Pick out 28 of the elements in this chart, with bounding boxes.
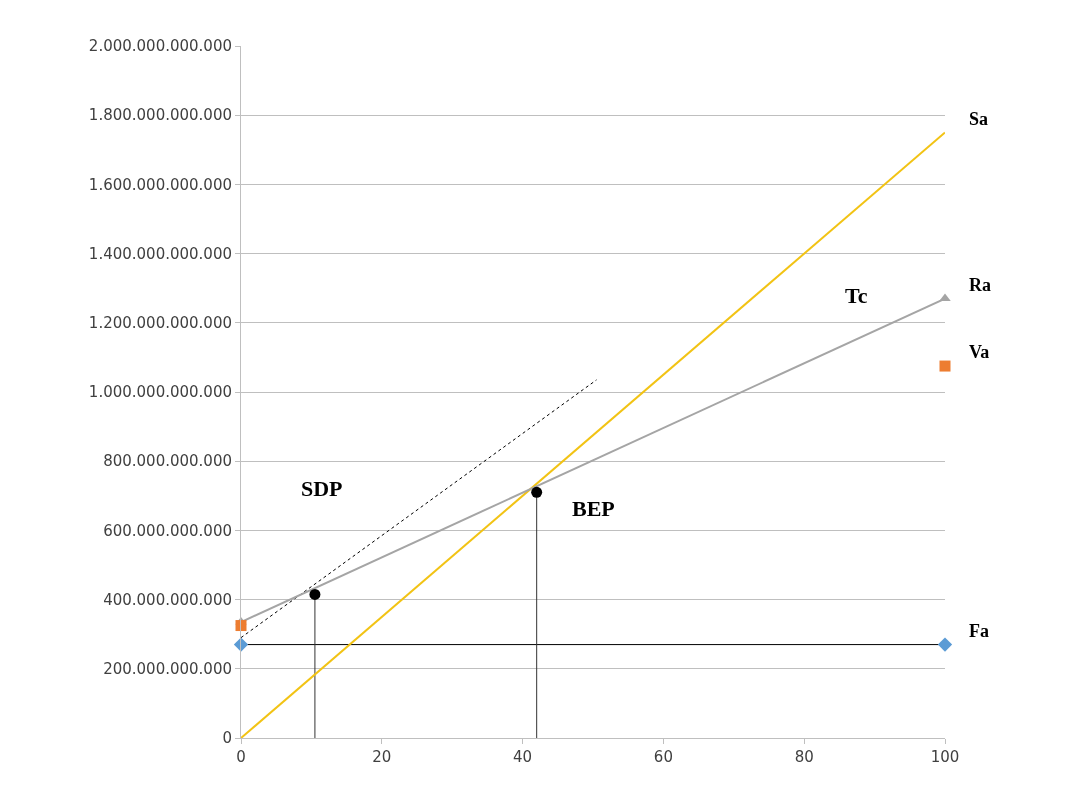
y-tick-label: 1.000.000.000.000: [88, 383, 232, 402]
series-label: Va: [969, 342, 990, 362]
x-tick-label: 100: [930, 748, 960, 766]
y-tick-label: 200.000.000.000: [103, 660, 232, 679]
annotation: Tc: [845, 283, 868, 308]
x-tick-label: 20: [372, 748, 392, 766]
y-tick-label: 800.000.000.000: [103, 452, 232, 471]
point: [531, 486, 543, 498]
y-tick-label: 1.400.000.000.000: [88, 244, 232, 263]
annotation: SDP: [301, 476, 343, 501]
y-tick-label: 1.600.000.000.000: [88, 175, 232, 194]
x-tick-label: 40: [513, 748, 533, 766]
y-tick-label: 2.000.000.000.000: [88, 37, 232, 56]
series-label: Fa: [969, 621, 989, 641]
point: [309, 588, 321, 600]
y-tick-label: 1.200.000.000.000: [88, 314, 232, 333]
x-tick-label: 80: [794, 748, 814, 766]
series-label: Sa: [969, 109, 989, 129]
point: [939, 360, 951, 372]
y-tick-label: 1.800.000.000.000: [88, 106, 232, 125]
y-tick-label: 0: [222, 729, 232, 748]
annotation: BEP: [572, 496, 615, 521]
point: [937, 637, 953, 652]
x-tick-label: 0: [236, 748, 246, 766]
y-tick-label: 600.000.000.000: [103, 521, 232, 540]
y-tick-label: 400.000.000.000: [103, 590, 232, 609]
x-tick-label: 60: [653, 748, 673, 766]
series-label: Ra: [969, 275, 991, 295]
